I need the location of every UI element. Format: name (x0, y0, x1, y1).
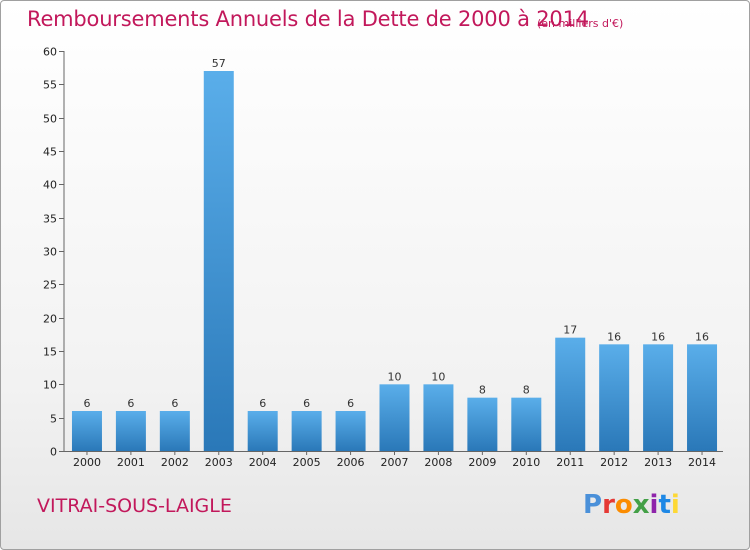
logo-letter: x (632, 490, 650, 520)
x-tick-label: 2014 (688, 456, 716, 469)
data-label: 16 (651, 330, 665, 343)
data-label: 10 (388, 370, 402, 383)
data-label: 6 (303, 397, 310, 410)
y-tick-label: 45 (43, 146, 57, 159)
data-label: 10 (431, 370, 445, 383)
y-tick-label: 40 (43, 179, 57, 192)
y-tick-label: 35 (43, 213, 57, 226)
x-tick-label: 2001 (117, 456, 145, 469)
bar-2013 (643, 344, 674, 451)
data-label: 57 (212, 57, 226, 70)
x-tick-label: 2013 (644, 456, 672, 469)
bar-2011 (555, 337, 586, 451)
logo-letter: i (670, 490, 680, 520)
data-label: 8 (523, 384, 530, 397)
bar-2009 (467, 397, 498, 451)
x-tick-label: 2004 (249, 456, 277, 469)
y-tick-label: 5 (50, 413, 57, 426)
bar-2012 (599, 344, 630, 451)
bar-2003 (203, 71, 234, 451)
y-tick-label: 55 (43, 79, 57, 92)
y-tick-label: 15 (43, 346, 57, 359)
bar-2005 (291, 411, 322, 451)
data-label: 16 (695, 330, 709, 343)
bar-2006 (335, 411, 366, 451)
y-tick-label: 0 (50, 446, 57, 459)
data-label: 16 (607, 330, 621, 343)
bar-2014 (687, 344, 718, 451)
x-tick-label: 2012 (600, 456, 628, 469)
y-tick-label: 10 (43, 379, 57, 392)
bar-2002 (159, 411, 190, 451)
data-label: 6 (171, 397, 178, 410)
x-tick-label: 2002 (161, 456, 189, 469)
proxiti-logo: Proxiti (583, 490, 680, 520)
y-tick-label: 25 (43, 279, 57, 292)
bar-2007 (379, 384, 410, 451)
bar-2001 (115, 411, 146, 451)
data-label: 8 (479, 384, 486, 397)
logo-letter: o (614, 490, 633, 520)
x-tick-label: 2010 (512, 456, 540, 469)
bar-2008 (423, 384, 454, 451)
x-tick-label: 2006 (337, 456, 365, 469)
x-tick-label: 2009 (468, 456, 496, 469)
x-tick-label: 2000 (73, 456, 101, 469)
x-tick-label: 2011 (556, 456, 584, 469)
bar-2010 (511, 397, 542, 451)
logo-letter: t (658, 490, 671, 520)
y-tick-label: 50 (43, 113, 57, 126)
x-tick-label: 2005 (293, 456, 321, 469)
data-label: 6 (127, 397, 134, 410)
x-tick-label: 2003 (205, 456, 233, 469)
data-label: 6 (83, 397, 90, 410)
x-tick-label: 2007 (381, 456, 409, 469)
bar-2000 (71, 411, 102, 451)
x-tick-label: 2008 (424, 456, 452, 469)
bar-2004 (247, 411, 278, 451)
commune-name: VITRAI-SOUS-LAIGLE (37, 495, 232, 517)
y-tick-label: 30 (43, 246, 57, 259)
logo-letter: P (583, 490, 603, 520)
y-tick-label: 60 (43, 46, 57, 59)
data-label: 17 (563, 324, 577, 337)
chart-subtitle: (en milliers d'€) (537, 17, 624, 30)
logo-letter: r (602, 490, 615, 520)
data-label: 6 (259, 397, 266, 410)
logo-letter: i (649, 490, 659, 520)
chart-title: Remboursements Annuels de la Dette de 20… (27, 7, 589, 31)
data-label: 6 (347, 397, 354, 410)
y-tick-label: 20 (43, 313, 57, 326)
